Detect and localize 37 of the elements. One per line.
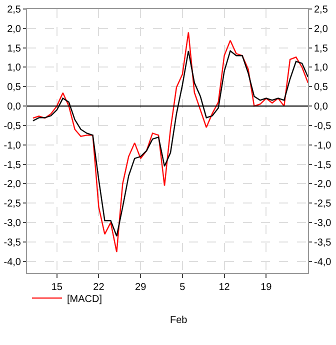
y-tick-label: -4,0 bbox=[4, 256, 22, 268]
y2-tick-label: -1,5 bbox=[314, 160, 332, 171]
y2-tick-label: -2,0 bbox=[314, 179, 332, 190]
x-tick-label: 15 bbox=[51, 282, 63, 293]
x-tick-label: 29 bbox=[135, 282, 147, 293]
x-tick-label: 22 bbox=[93, 282, 105, 293]
y-tick-label: -3,0 bbox=[4, 218, 22, 230]
legend-label: [MACD] bbox=[67, 294, 102, 305]
y2-tick-label: -0,5 bbox=[314, 120, 332, 132]
y-tick-label: -3,5 bbox=[4, 237, 22, 248]
y2-tick-label: -1,0 bbox=[314, 140, 332, 152]
y2-tick-label: 2,5 bbox=[314, 4, 328, 16]
y2-tick-label: 0,5 bbox=[314, 82, 328, 94]
y-tick-label: 1,5 bbox=[7, 43, 22, 54]
y2-tick-label: 2,0 bbox=[314, 24, 328, 35]
y-tick-label: 0,0 bbox=[7, 102, 22, 113]
y-tick-label: 0,5 bbox=[7, 82, 22, 94]
y2-tick-label: -4,0 bbox=[314, 256, 332, 268]
y-tick-label: 2,0 bbox=[7, 24, 22, 35]
y-tick-label: -2,5 bbox=[4, 198, 22, 210]
x-tick-label: 19 bbox=[260, 282, 272, 293]
y2-tick-label: 1,0 bbox=[314, 62, 328, 74]
y2-tick-label: 0,0 bbox=[314, 102, 328, 113]
text: Feb bbox=[170, 315, 188, 326]
y2-tick-label: -3,5 bbox=[314, 237, 332, 248]
y2-tick-label: -2,5 bbox=[314, 198, 332, 210]
y2-tick-label: 1,5 bbox=[314, 43, 328, 54]
y-tick-label: -1,0 bbox=[4, 140, 22, 152]
y-tick-label: 1,0 bbox=[7, 62, 22, 74]
y-tick-label: -2,0 bbox=[4, 179, 22, 190]
x-tick-label: 5 bbox=[180, 282, 186, 293]
x-tick-label: 12 bbox=[218, 282, 230, 293]
line-series bbox=[32, 32, 308, 253]
y-tick-label: -1,5 bbox=[4, 160, 22, 171]
y-tick-label: 2,5 bbox=[7, 4, 22, 16]
y2-tick-label: -3,0 bbox=[314, 218, 332, 230]
y-tick-label: -0,5 bbox=[4, 120, 22, 132]
